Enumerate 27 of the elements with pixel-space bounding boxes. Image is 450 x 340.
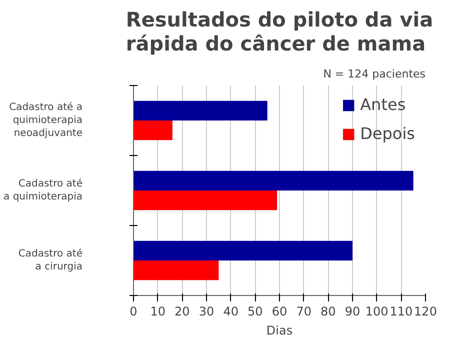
bar	[134, 120, 172, 140]
x-tick-label: 10	[150, 304, 166, 318]
legend-label: Depois	[360, 124, 415, 143]
x-tick-label: 20	[174, 304, 190, 318]
chart-title: Resultados do piloto da via rápida do câncer de mama	[126, 8, 434, 56]
x-tick-label: 40	[223, 304, 238, 318]
x-tick-label: 90	[344, 304, 360, 318]
x-tick-label: 110	[390, 304, 413, 318]
bar	[134, 260, 219, 280]
bar	[134, 240, 352, 260]
bar	[134, 190, 278, 210]
x-tick-label: 30	[198, 304, 214, 318]
x-tick-label: 120	[414, 304, 437, 318]
x-tick-label: 100	[365, 304, 388, 318]
x-tick-label: 80	[320, 304, 336, 318]
y-tick-label: Cadastro até a quimioterapia	[4, 178, 83, 203]
x-axis-title: Dias	[266, 324, 293, 338]
text: N = 124 pacientes	[323, 68, 426, 80]
x-tick-label: 70	[296, 304, 312, 318]
x-tick-label: 50	[248, 304, 263, 318]
y-tick-label: Cadastro até a quimioterapia neoadjuvante	[9, 102, 83, 140]
bar	[134, 170, 414, 190]
legend-label: Antes	[360, 95, 406, 114]
y-tick-label: Cadastro até a cirurgia	[18, 248, 83, 273]
x-tick-label: 0	[130, 304, 138, 318]
bar	[134, 100, 268, 120]
x-tick-label: 60	[272, 304, 288, 318]
